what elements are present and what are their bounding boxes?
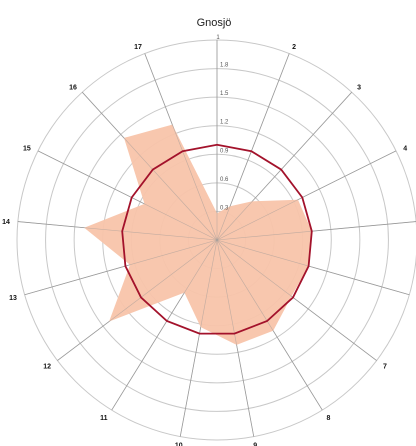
spoke-label: 8 [327,415,331,422]
spoke-label: 4 [403,145,407,152]
spoke-overlay [37,150,218,241]
spoke-label: 13 [9,295,17,302]
spoke-overlay [216,239,323,411]
spoke-overlay [57,239,218,361]
data-layer [17,40,416,437]
spoke-overlay [216,239,377,361]
spoke-label: 17 [134,44,142,51]
spoke-overlay [216,221,416,241]
radial-tick-label: 0.6 [220,177,229,183]
spoke-overlay [216,91,352,241]
spoke-overlay [216,239,410,296]
spoke-label: 10 [175,443,183,446]
spoke-overlay [24,239,218,296]
spoke-label: 16 [69,84,77,91]
area-series [84,124,312,345]
spoke-label: 7 [383,363,387,370]
spoke-label: 11 [100,415,108,422]
top-tick-label: 1 [216,35,220,41]
chart-title: Gnosjö [197,17,232,29]
spoke-overlay [179,239,218,437]
spoke-label: 12 [43,363,51,370]
spoke-overlay [111,239,218,411]
radial-tick-label: 1.5 [220,91,229,97]
spoke-label: 9 [253,443,257,446]
spoke-overlay [216,239,255,437]
spoke-overlay [216,150,397,241]
spoke-label: 2 [292,44,296,51]
spoke-label: 14 [2,219,10,226]
spoke-label: 15 [23,145,31,152]
spoke-overlay [216,53,290,241]
spoke-overlay [82,91,218,241]
radial-tick-label: 0.3 [220,205,229,211]
radial-tick-label: 0.9 [220,148,229,154]
spoke-overlay [17,221,218,241]
radial-tick-label: 1.2 [220,120,229,126]
spoke-label: 3 [357,84,361,91]
radial-tick-label: 1.8 [220,63,229,69]
spoke-overlay [144,53,218,241]
reference-line [121,143,313,335]
label-layer: 0.30.60.91.21.51.81234567891011121314151… [2,35,407,446]
